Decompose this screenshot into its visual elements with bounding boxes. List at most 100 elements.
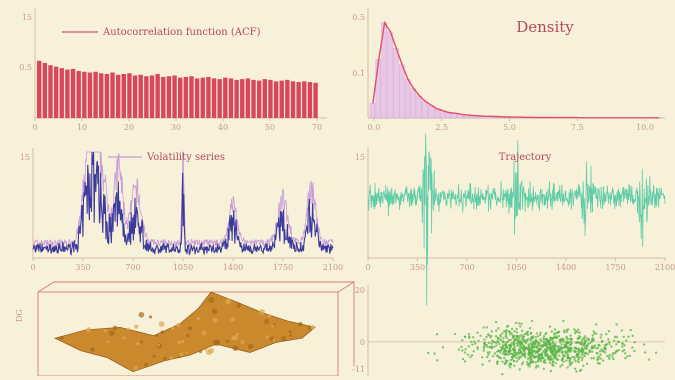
scatter-point xyxy=(464,348,466,350)
scatter-point xyxy=(531,349,533,351)
scatter-point xyxy=(577,337,579,339)
scatter-point xyxy=(529,339,531,341)
scatter-point xyxy=(569,362,571,364)
scatter-point xyxy=(579,370,581,372)
scatter-point xyxy=(471,343,473,345)
acf-bar xyxy=(280,81,284,118)
scatter-point xyxy=(527,338,529,340)
scatter-point xyxy=(630,329,632,331)
scatter-point xyxy=(508,347,510,349)
scatter-point xyxy=(464,351,466,353)
acf-bar xyxy=(88,73,92,118)
scatter-point xyxy=(604,351,606,353)
scatter-point xyxy=(500,339,502,341)
scatter-point xyxy=(500,346,502,348)
scatter-point xyxy=(558,331,560,333)
scatter-point xyxy=(530,361,532,363)
scatter-point xyxy=(596,352,598,354)
density-hist-bar xyxy=(405,80,410,119)
scatter-point xyxy=(602,350,604,352)
scatter-point xyxy=(553,333,555,335)
acf-bar xyxy=(167,76,171,118)
surface-texture-dot xyxy=(104,329,107,332)
scatter-point xyxy=(556,351,558,353)
scatter-point xyxy=(575,347,577,349)
scatter-point xyxy=(521,330,523,332)
scatter-point xyxy=(543,343,545,345)
acf-bar xyxy=(302,81,306,118)
acf-bar xyxy=(99,73,103,118)
scatter-point xyxy=(549,348,551,350)
scatter-point xyxy=(464,336,466,338)
scatter-point xyxy=(612,353,614,355)
surface-texture-dot xyxy=(179,352,183,356)
scatter-point xyxy=(427,352,429,354)
scatter-point xyxy=(536,352,538,354)
scatter-point xyxy=(461,339,463,341)
scatter-point xyxy=(519,368,521,370)
scatter-point xyxy=(655,352,657,354)
scatter-point xyxy=(581,359,583,361)
surface-texture-dot xyxy=(140,340,143,343)
scatter-point xyxy=(600,336,602,338)
scatter-point xyxy=(506,326,508,328)
scatter-point xyxy=(518,358,520,360)
scatter-point xyxy=(491,340,493,342)
scatter-point xyxy=(511,356,513,358)
scatter-point xyxy=(577,361,579,363)
scatter-point xyxy=(518,337,520,339)
density-y-tick-label: 0.5 xyxy=(352,13,365,22)
acf-x-tick-label: 20 xyxy=(124,123,134,132)
scatter-point xyxy=(518,356,520,358)
scatter-point xyxy=(577,329,579,331)
scatter-point xyxy=(643,343,645,345)
volatility-x-tick-label: 700 xyxy=(125,263,140,272)
acf-bar xyxy=(37,61,41,118)
surface-texture-dot xyxy=(157,344,160,347)
volatility-x-tick-label: 1050 xyxy=(173,263,193,272)
scatter-point xyxy=(519,345,521,347)
scatter-point xyxy=(552,361,554,363)
scatter-point xyxy=(609,354,611,356)
scatter-point xyxy=(495,344,497,346)
scatter-point xyxy=(544,354,546,356)
scatter-point xyxy=(508,344,510,346)
acf-bar xyxy=(268,80,272,118)
scatter-point xyxy=(433,352,435,354)
scatter-point xyxy=(530,347,532,349)
scatter-point xyxy=(531,320,533,322)
density-x-tick-label: 7.5 xyxy=(571,123,584,132)
scatter-point xyxy=(552,342,554,344)
density-hist-bar xyxy=(434,109,439,118)
surface-texture-dot xyxy=(188,326,192,330)
scatter-point xyxy=(543,335,545,337)
surface-texture-dot xyxy=(298,322,303,327)
scatter-point xyxy=(522,361,524,363)
scatter-point xyxy=(495,335,497,337)
scatter-point xyxy=(526,361,528,363)
volatility-x-tick-label: 1750 xyxy=(273,263,293,272)
scatter-point xyxy=(530,337,532,339)
scatter-point xyxy=(566,331,568,333)
scatter-point xyxy=(560,338,562,340)
acf-bar xyxy=(161,77,165,118)
scatter-point xyxy=(629,355,631,357)
surface-texture-dot xyxy=(271,325,274,328)
scatter-point xyxy=(493,346,495,348)
scatter-point xyxy=(536,332,538,334)
scatter-point xyxy=(626,355,628,357)
acf-x-tick-label: 30 xyxy=(171,123,181,132)
scatter-point xyxy=(537,365,539,367)
scatter-point xyxy=(541,354,543,356)
scatter-point xyxy=(593,330,595,332)
acf-x-tick-label: 70 xyxy=(312,123,322,132)
scatter-point xyxy=(596,359,598,361)
density-x-tick-label: 10.0 xyxy=(636,123,654,132)
scatter-point xyxy=(468,337,470,339)
scatter-point xyxy=(524,356,526,358)
scatter-point xyxy=(570,338,572,340)
density-hist-bar xyxy=(393,48,398,118)
acf-bar xyxy=(217,79,221,118)
scatter-point xyxy=(513,351,515,353)
scatter-point xyxy=(527,343,529,345)
